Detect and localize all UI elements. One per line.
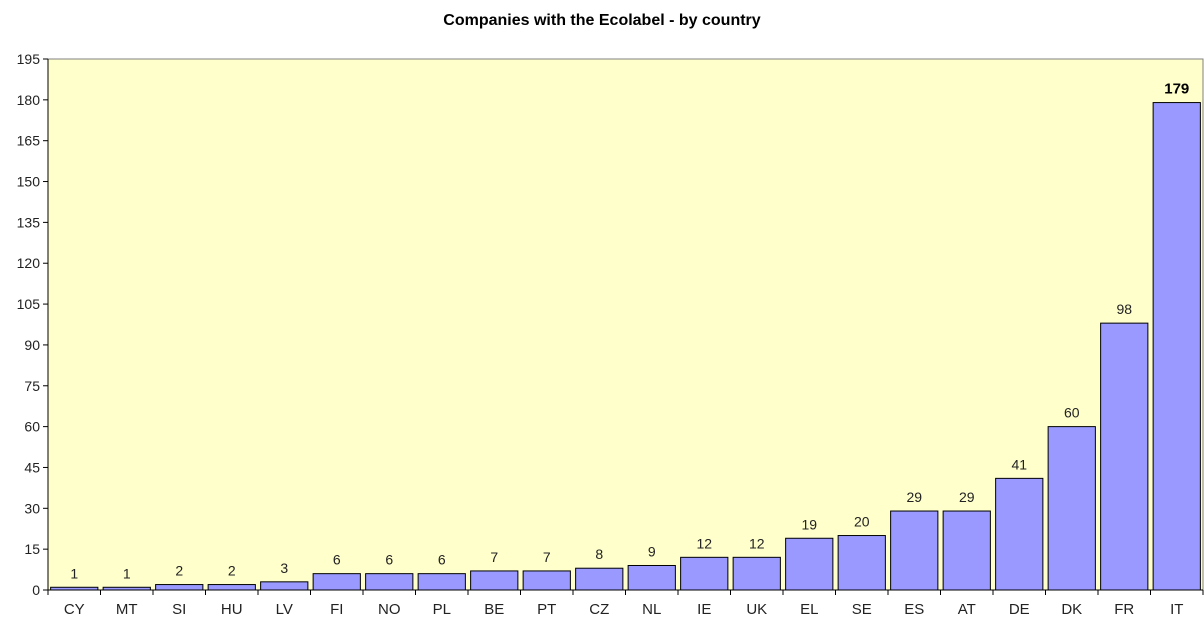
y-tick-label: 120 — [17, 255, 41, 271]
bar-no — [365, 573, 414, 591]
x-tick-label: PL — [433, 601, 451, 618]
bar-se — [837, 535, 886, 591]
x-tick-label: IE — [697, 601, 711, 618]
bar-nl — [627, 564, 676, 591]
data-label: 7 — [543, 549, 551, 565]
x-tick-label: FR — [1114, 601, 1134, 618]
x-tick-label: BE — [484, 601, 504, 618]
x-axis: CY MT SI HU LV FI NO PL BE PT CZ NL IE UK EL SE ES AT DE DK… — [47, 589, 1204, 618]
data-label: 1 — [123, 565, 131, 581]
chart-title: Companies with the Ecolabel - by country — [443, 12, 761, 29]
x-tick-label: CY — [64, 601, 85, 618]
bar-uk — [732, 556, 781, 591]
bar-lv — [260, 581, 309, 591]
y-tick-label: 195 — [17, 51, 41, 67]
y-tick-label: 45 — [24, 459, 40, 475]
x-tick-label: AT — [958, 601, 976, 618]
y-tick-label: 135 — [17, 214, 41, 230]
y-tick-label: 0 — [32, 582, 40, 598]
bars — [50, 102, 1201, 591]
y-tick-label: 180 — [17, 92, 41, 108]
x-tick-label: SI — [172, 601, 186, 618]
x-tick-label: HU — [221, 601, 243, 618]
y-tick-label: 165 — [17, 133, 41, 149]
bar-be — [470, 570, 519, 591]
data-label: 3 — [280, 560, 288, 576]
data-label: 7 — [490, 549, 498, 565]
data-label: 2 — [175, 563, 183, 579]
data-label: 2 — [228, 563, 236, 579]
bar-mt — [102, 586, 151, 591]
data-label: 9 — [648, 543, 656, 559]
bar-hu — [207, 584, 256, 591]
bar-at — [942, 510, 991, 591]
data-label: 60 — [1064, 405, 1080, 421]
x-tick-label: SE — [852, 601, 872, 618]
data-label: 6 — [438, 552, 446, 568]
y-tick-label: 105 — [17, 296, 41, 312]
data-label: 1 — [70, 565, 78, 581]
data-label: 12 — [749, 535, 765, 551]
x-tick-label: DK — [1061, 601, 1082, 618]
data-label: 29 — [906, 489, 922, 505]
bar-fi — [312, 573, 361, 591]
x-tick-label: UK — [746, 601, 767, 618]
bar-de — [995, 477, 1044, 591]
data-label: 29 — [959, 489, 975, 505]
bar-dk — [1047, 426, 1096, 591]
x-tick-label: PT — [537, 601, 556, 618]
y-tick-label: 75 — [24, 378, 40, 394]
x-tick-label: CZ — [589, 601, 609, 618]
x-tick-label: EL — [800, 601, 818, 618]
bar-ie — [680, 556, 729, 591]
x-tick-label: LV — [276, 601, 293, 618]
x-tick-label: DE — [1009, 601, 1030, 618]
data-label: 19 — [801, 516, 817, 532]
x-tick-label: MT — [116, 601, 138, 618]
bar-es — [890, 510, 939, 591]
y-tick-label: 150 — [17, 174, 41, 190]
x-tick-label: NO — [378, 601, 401, 618]
bar-el — [785, 537, 834, 591]
x-tick-label: FI — [330, 601, 343, 618]
bar-si — [155, 584, 204, 591]
x-tick-label: IT — [1170, 601, 1183, 618]
data-label: 6 — [333, 552, 341, 568]
bar-cz — [575, 567, 624, 591]
y-tick-label: 15 — [24, 541, 40, 557]
y-tick-label: 30 — [24, 500, 40, 516]
x-tick-label: NL — [642, 601, 661, 618]
bar-pl — [417, 573, 466, 591]
data-label: 20 — [854, 514, 870, 530]
data-label: 6 — [385, 552, 393, 568]
y-tick-label: 60 — [24, 419, 40, 435]
bar-fr — [1100, 322, 1149, 591]
data-label: 8 — [595, 546, 603, 562]
x-tick-label: ES — [904, 601, 924, 618]
y-tick-label: 90 — [24, 337, 40, 353]
data-label: 98 — [1116, 301, 1132, 317]
bar-it — [1152, 102, 1201, 591]
bar-pt — [522, 570, 571, 591]
data-label: 179 — [1164, 81, 1189, 98]
y-axis: 0 15 30 45 60 75 90 105 120 135 150 165 180 195 — [17, 51, 49, 598]
bar-cy — [50, 586, 99, 591]
data-label: 12 — [696, 535, 712, 551]
data-label: 41 — [1011, 456, 1027, 472]
